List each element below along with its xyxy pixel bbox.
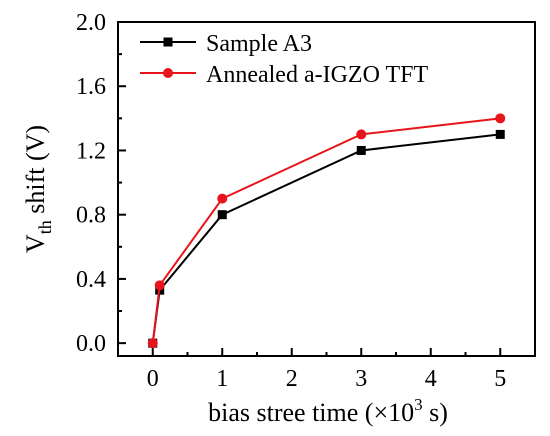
y-tick-label: 0.0: [76, 331, 106, 357]
legend-marker: [163, 68, 173, 78]
series-line: [151, 133, 501, 344]
series-1: [148, 129, 505, 348]
y-tick-label: 2.0: [76, 10, 106, 36]
x-tick-label: 4: [425, 366, 437, 392]
legend-label: Sample A3: [206, 31, 312, 57]
series-2: [147, 113, 506, 349]
x-axis-title-main: bias stree time (×10: [208, 398, 414, 427]
data-point: [495, 129, 505, 139]
legend-marker: [163, 37, 173, 47]
x-axis-title-superscript: 3: [414, 395, 423, 414]
y-axis-title-main: V: [21, 234, 50, 253]
y-tick-label: 0.4: [76, 267, 106, 293]
y-axis-title-subscript: th: [35, 220, 55, 234]
x-tick-label: 2: [286, 366, 298, 392]
x-axis-title-unit: s): [423, 398, 448, 427]
y-tick-label: 1.6: [76, 74, 106, 100]
data-point: [495, 113, 506, 124]
data-point: [356, 129, 367, 140]
series-layer: [147, 113, 506, 349]
legend-item: Sample A3: [140, 31, 312, 57]
legend-label: Annealed a-IGZO TFT: [206, 62, 428, 88]
data-point: [217, 210, 227, 220]
x-axis-ticks: 0 1 2 3 4 5: [147, 348, 506, 392]
data-point: [154, 280, 165, 291]
x-tick-label: 0: [147, 366, 159, 392]
y-tick-label: 1.2: [76, 138, 106, 164]
x-tick-label: 3: [355, 366, 367, 392]
y-axis-ticks: 0.0 0.4 0.8 1.2 1.6 2.0: [76, 10, 126, 357]
legend: Sample A3 Annealed a-IGZO TFT: [140, 31, 428, 88]
data-point: [217, 193, 228, 204]
series-line: [151, 117, 501, 344]
x-axis-title: bias stree time (×103 s): [208, 395, 448, 427]
legend-item: Annealed a-IGZO TFT: [140, 62, 428, 88]
x-tick-label: 5: [494, 366, 506, 392]
y-axis-title: Vth shift (V): [21, 125, 55, 253]
data-point: [147, 338, 158, 349]
data-point: [356, 145, 366, 155]
y-tick-label: 0.8: [76, 203, 106, 229]
x-tick-label: 1: [216, 366, 228, 392]
y-axis-title-rest: shift (V): [21, 125, 50, 220]
